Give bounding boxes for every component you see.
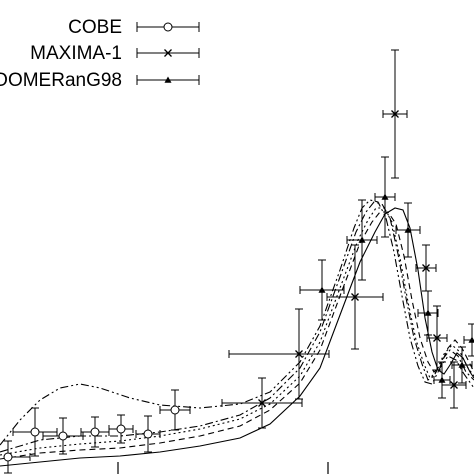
marker-circle [170, 405, 180, 415]
data-point-circle [108, 414, 134, 444]
data-point-triangle [451, 346, 473, 384]
marker-circle [116, 424, 126, 434]
legend: COBE MAXIMA-1 BOOMERanG98 [0, 17, 200, 91]
data-point-triangle [417, 290, 439, 336]
data-point-cross [426, 305, 448, 371]
data-points [3, 49, 474, 474]
marker-circle [30, 427, 40, 437]
data-point-triangle [463, 323, 474, 357]
data-point-circle [80, 416, 110, 448]
legend-sample-cross [136, 48, 200, 58]
legend-marker-circle [163, 22, 173, 32]
data-point-cross [415, 244, 437, 292]
marker-triangle [318, 286, 326, 293]
marker-triangle [424, 309, 432, 316]
marker-cross [351, 293, 359, 301]
marker-cross [258, 399, 266, 407]
legend-label-boomerang: BOOMERanG98 [0, 70, 122, 91]
legend-sample-triangle [136, 75, 200, 85]
data-point-circle [135, 415, 161, 453]
marker-circle [58, 431, 68, 441]
legend-label-cobe: COBE [68, 17, 122, 38]
marker-triangle [438, 376, 446, 383]
marker-circle [90, 427, 100, 437]
data-point-cross [221, 377, 303, 429]
data-point-cross [326, 244, 384, 350]
legend-samples [136, 22, 200, 85]
marker-cross [450, 381, 458, 389]
marker-triangle [404, 226, 412, 233]
legend-marker-cross [164, 49, 172, 57]
marker-cross [422, 264, 430, 272]
data-point-circle [3, 440, 31, 474]
model-curve-solid [0, 207, 474, 467]
data-point-circle [159, 389, 191, 431]
legend-label-maxima: MAXIMA-1 [30, 43, 122, 64]
data-point-triangle [299, 259, 345, 321]
legend-marker-triangle [164, 76, 172, 83]
data-point-triangle [395, 202, 421, 258]
marker-triangle [468, 336, 474, 343]
data-point-circle [42, 417, 84, 455]
model-curve-dashdotdot [0, 199, 474, 446]
data-point-triangle [433, 361, 451, 399]
marker-cross [295, 350, 303, 358]
marker-triangle [358, 236, 366, 243]
model-curves [0, 199, 474, 467]
model-curve-dotted [0, 207, 474, 456]
marker-cross [391, 110, 399, 118]
data-point-triangle [346, 199, 378, 281]
model-curve-dashed [0, 211, 474, 460]
marker-triangle [381, 193, 389, 200]
marker-cross [433, 334, 441, 342]
marker-triangle [458, 361, 466, 368]
data-point-cross [228, 308, 330, 400]
model-curve-dashdot [0, 201, 474, 453]
marker-circle [3, 452, 13, 462]
legend-sample-circle [136, 22, 200, 32]
error-bar [228, 308, 330, 400]
data-point-cross [382, 49, 408, 179]
data-point-circle [12, 407, 58, 457]
data-point-triangle [374, 156, 396, 238]
axes [117, 462, 329, 474]
marker-circle [143, 429, 153, 439]
